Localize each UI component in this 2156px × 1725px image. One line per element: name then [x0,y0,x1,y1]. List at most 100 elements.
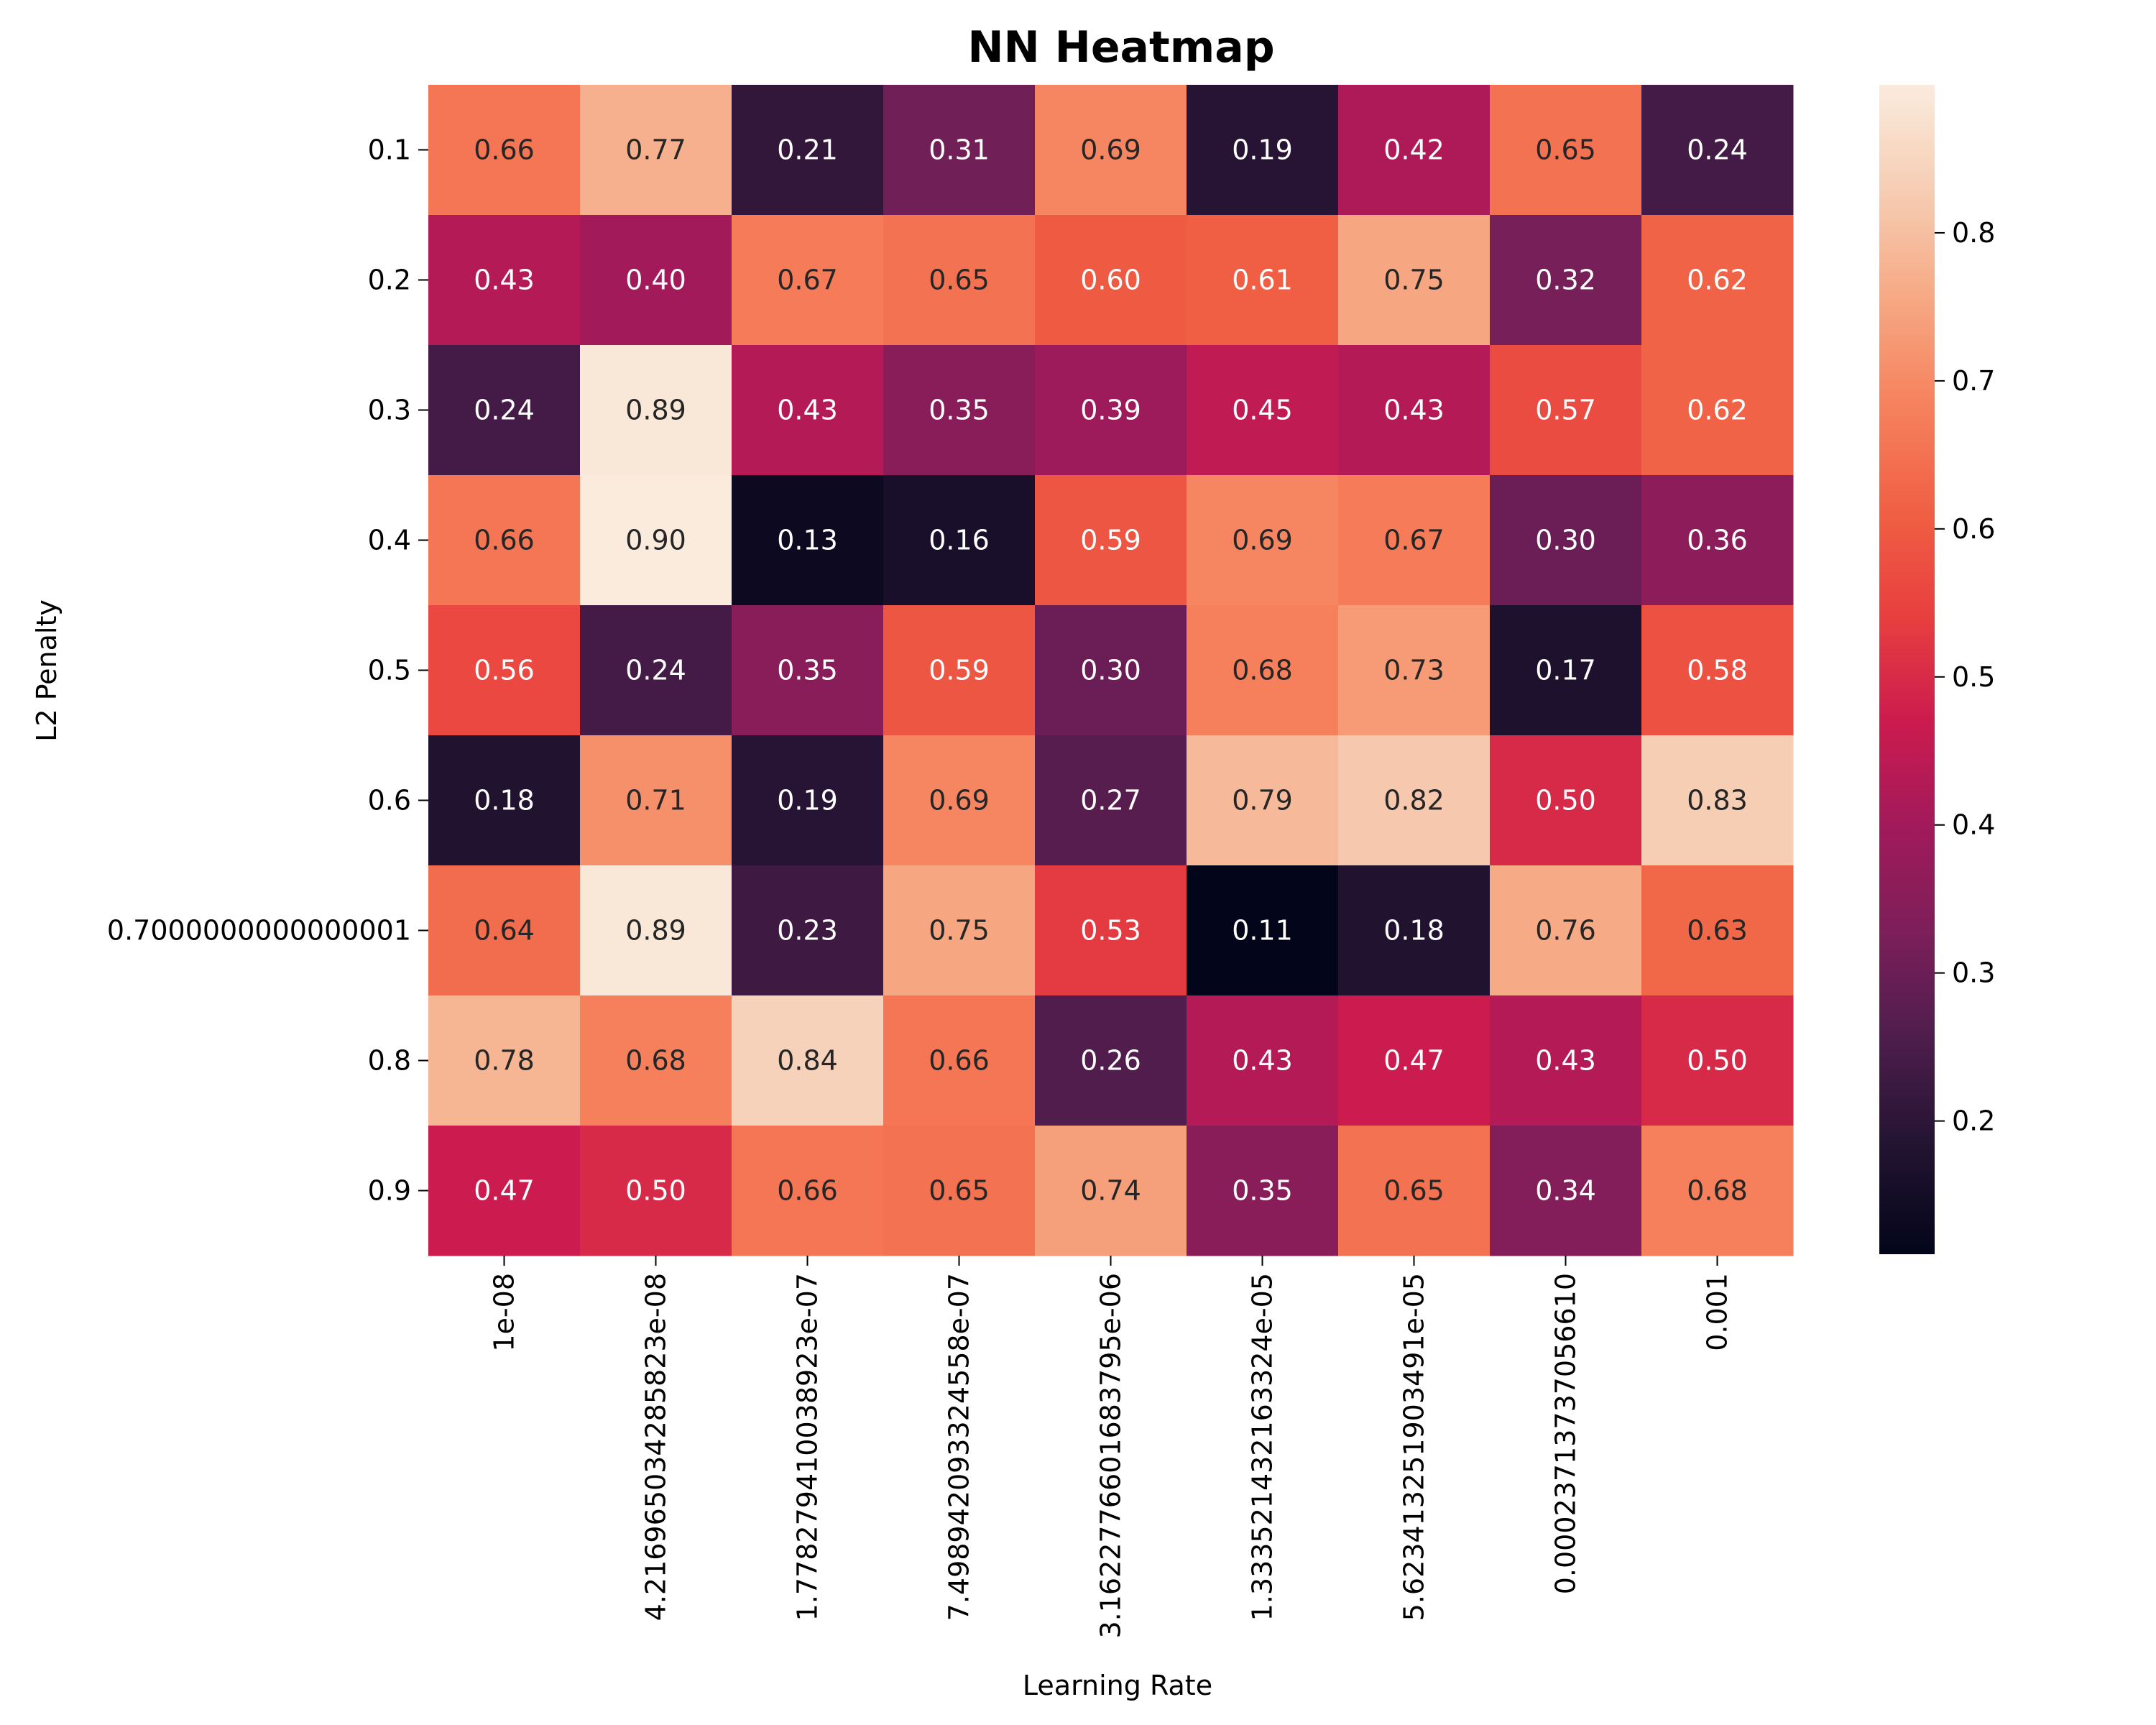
x-tick-label: 1e-08 [489,1273,520,1352]
heatmap-cell [428,215,581,346]
cell-value-label: 0.62 [1687,395,1748,426]
y-axis-ticks: 0.1 0.2 0.3 0.4 0.5 0.6 0.7000000000000001 0.8 0… [107,134,428,1207]
heatmap-cell [1490,215,1642,346]
y-tick-label: 0.3 [368,395,411,426]
heatmap-cell [1338,865,1491,996]
cell-value-label: 0.35 [1232,1175,1293,1207]
cell-value-label: 0.78 [474,1045,535,1077]
heatmap-cell [883,735,1036,866]
cell-value-label: 0.31 [929,134,990,166]
x-tick-label: 7.498942093324558e-07 [944,1273,975,1621]
cell-value-label: 0.77 [625,134,686,166]
heatmap-cell [883,1126,1036,1256]
x-tick-label: 3.1622776601683795e-06 [1095,1273,1127,1639]
heatmap-cells: 0.66 0.77 0.21 0.31 0.69 0.19 0.42 0.65 0.24 0.43… [428,85,1794,1256]
colorbar-tick-label: 0.5 [1952,661,1995,693]
cell-value-label: 0.11 [1232,915,1293,947]
cell-value-label: 0.74 [1080,1175,1141,1207]
cell-value-label: 0.68 [1687,1175,1748,1207]
colorbar-tick-label: 0.2 [1952,1105,1995,1137]
heatmap-cell [428,345,581,476]
cell-value-label: 0.39 [1080,395,1141,426]
y-axis-label: L2 Penalty [31,599,63,742]
heatmap-cell [580,1126,732,1256]
cell-value-label: 0.34 [1535,1175,1596,1207]
cell-value-label: 0.24 [474,395,535,426]
heatmap-cell [1035,995,1187,1126]
heatmap-cell [580,865,732,996]
y-tick-label: 0.7000000000000001 [107,915,411,947]
heatmap-cell [1338,735,1491,866]
cell-value-label: 0.65 [929,1175,990,1207]
cell-value-label: 0.65 [1535,134,1596,166]
heatmap-cell [883,475,1036,606]
heatmap-cell [1035,215,1187,346]
cell-value-label: 0.68 [625,1045,686,1077]
heatmap-cell [883,865,1036,996]
cell-value-label: 0.43 [1232,1045,1293,1077]
x-tick-label: 4.216965034285823e-08 [640,1273,672,1621]
cell-value-label: 0.67 [1383,525,1445,556]
cell-value-label: 0.56 [474,655,535,686]
heatmap-cell [732,85,884,216]
heatmap-cell [1338,995,1491,1126]
heatmap-cell [1187,85,1339,216]
heatmap-cell [732,605,884,736]
heatmap-cell [1641,605,1794,736]
heatmap-cell [1187,735,1339,866]
heatmap-cell [580,215,732,346]
heatmap-cell [1035,85,1187,216]
cell-value-label: 0.18 [1383,915,1445,947]
cell-value-label: 0.69 [1080,134,1141,166]
cell-value-label: 0.35 [777,655,838,686]
cell-value-label: 0.43 [1535,1045,1596,1077]
cell-value-label: 0.66 [929,1045,990,1077]
cell-value-label: 0.66 [474,134,535,166]
cell-value-label: 0.35 [929,395,990,426]
cell-value-label: 0.27 [1080,785,1141,816]
colorbar-ticks: 0.2 0.3 0.4 0.5 0.6 0.7 0.8 [1935,217,1995,1137]
cell-value-label: 0.60 [1080,264,1141,296]
heatmap-cell [1641,995,1794,1126]
heatmap-cell [1035,1126,1187,1256]
cell-value-label: 0.90 [625,525,686,556]
cell-value-label: 0.30 [1080,655,1141,686]
x-tick-label: 0.001 [1702,1273,1733,1351]
heatmap-cell [883,995,1036,1126]
chart-title: NN Heatmap [967,22,1274,73]
heatmap-cell [1641,85,1794,216]
cell-value-label: 0.26 [1080,1045,1141,1077]
cell-value-label: 0.45 [1232,395,1293,426]
cell-value-label: 0.73 [1383,655,1445,686]
cell-value-label: 0.36 [1687,525,1748,556]
cell-value-label: 0.59 [1080,525,1141,556]
heatmap-cell [1490,995,1642,1126]
heatmap-cell [1641,1126,1794,1256]
heatmap-cell [883,345,1036,476]
cell-value-label: 0.61 [1232,264,1293,296]
heatmap-cell [580,345,732,476]
heatmap-cell [580,85,732,216]
cell-value-label: 0.24 [625,655,686,686]
x-tick-label: 5.623413251903491e-05 [1399,1273,1430,1621]
colorbar-tick-label: 0.4 [1952,809,1995,841]
cell-value-label: 0.50 [1687,1045,1748,1077]
heatmap-cell [1035,865,1187,996]
x-axis-label: Learning Rate [1023,1670,1212,1701]
heatmap-cell [1035,345,1187,476]
cell-value-label: 0.23 [777,915,838,947]
cell-value-label: 0.47 [1383,1045,1445,1077]
colorbar-tick-label: 0.3 [1952,957,1995,989]
heatmap-cell [732,735,884,866]
heatmap-cell [1490,475,1642,606]
heatmap-cell [1338,475,1491,606]
cell-value-label: 0.58 [1687,655,1748,686]
cell-value-label: 0.64 [474,915,535,947]
heatmap-cell [1187,345,1339,476]
cell-value-label: 0.67 [777,264,838,296]
cell-value-label: 0.65 [1383,1175,1445,1207]
heatmap-cell [1641,345,1794,476]
cell-value-label: 0.19 [1232,134,1293,166]
cell-value-label: 0.21 [777,134,838,166]
